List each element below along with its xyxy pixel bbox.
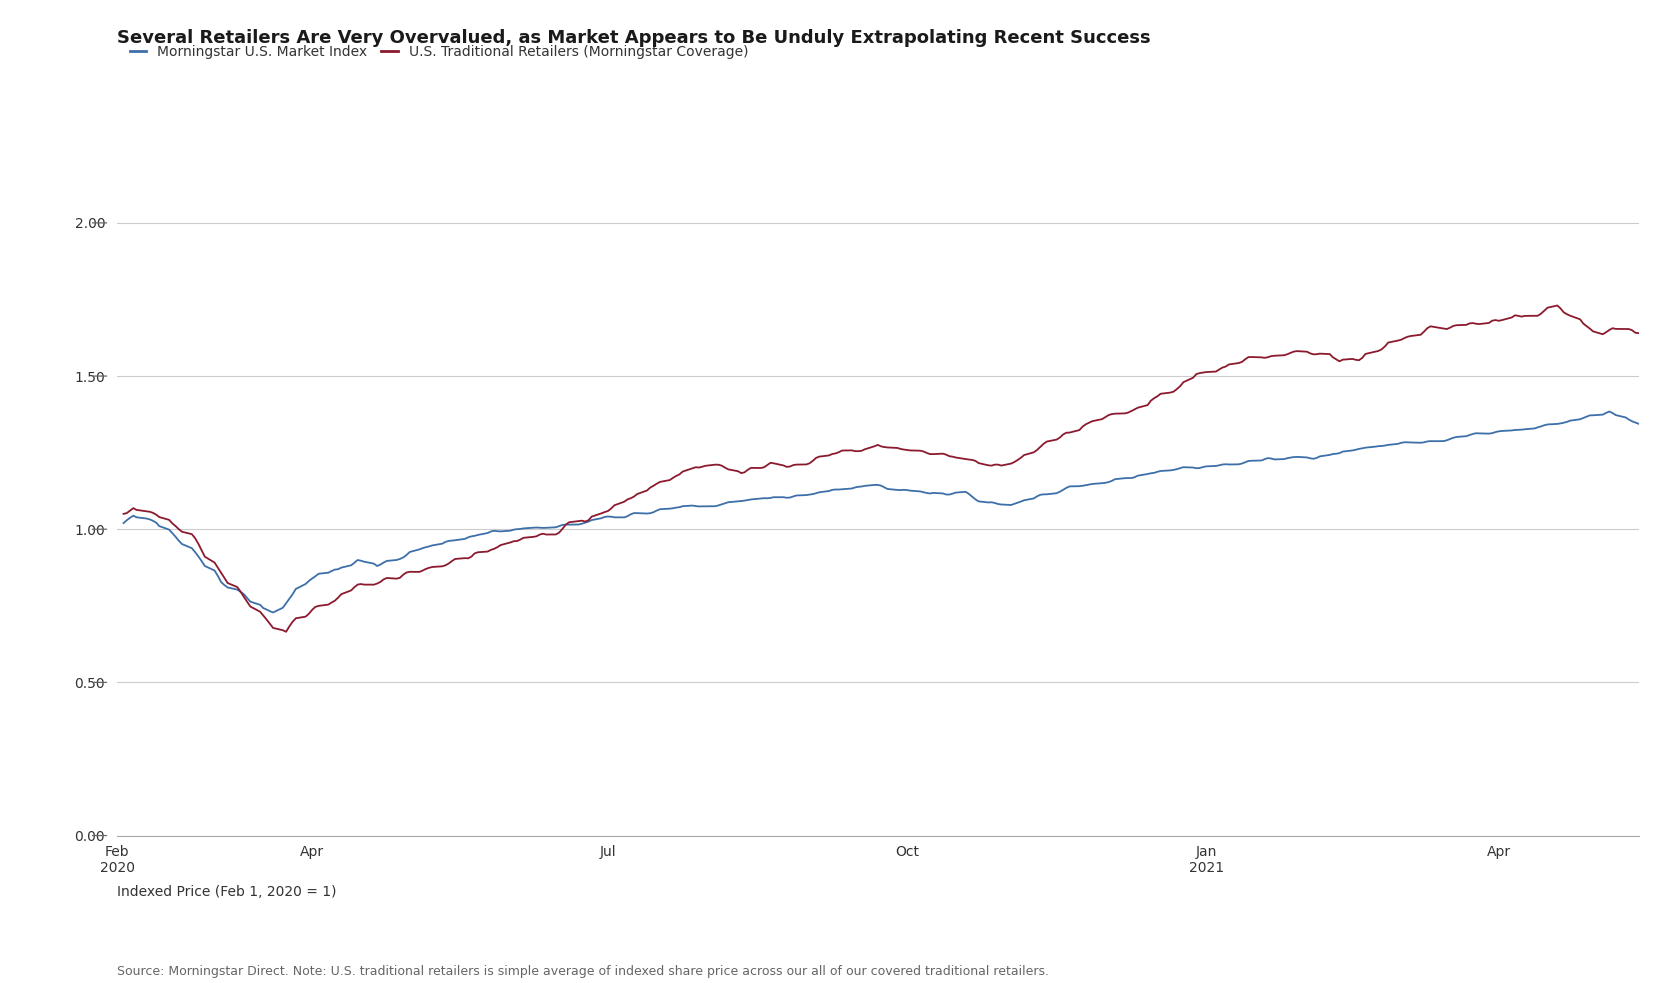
Text: Source: Morningstar Direct. Note: U.S. traditional retailers is simple average o: Source: Morningstar Direct. Note: U.S. t…	[117, 965, 1048, 978]
Text: Several Retailers Are Very Overvalued, as Market Appears to Be Unduly Extrapolat: Several Retailers Are Very Overvalued, a…	[117, 29, 1150, 47]
Legend: Morningstar U.S. Market Index, U.S. Traditional Retailers (Morningstar Coverage): Morningstar U.S. Market Index, U.S. Trad…	[124, 39, 754, 64]
Text: Indexed Price (Feb 1, 2020 = 1): Indexed Price (Feb 1, 2020 = 1)	[117, 885, 336, 898]
